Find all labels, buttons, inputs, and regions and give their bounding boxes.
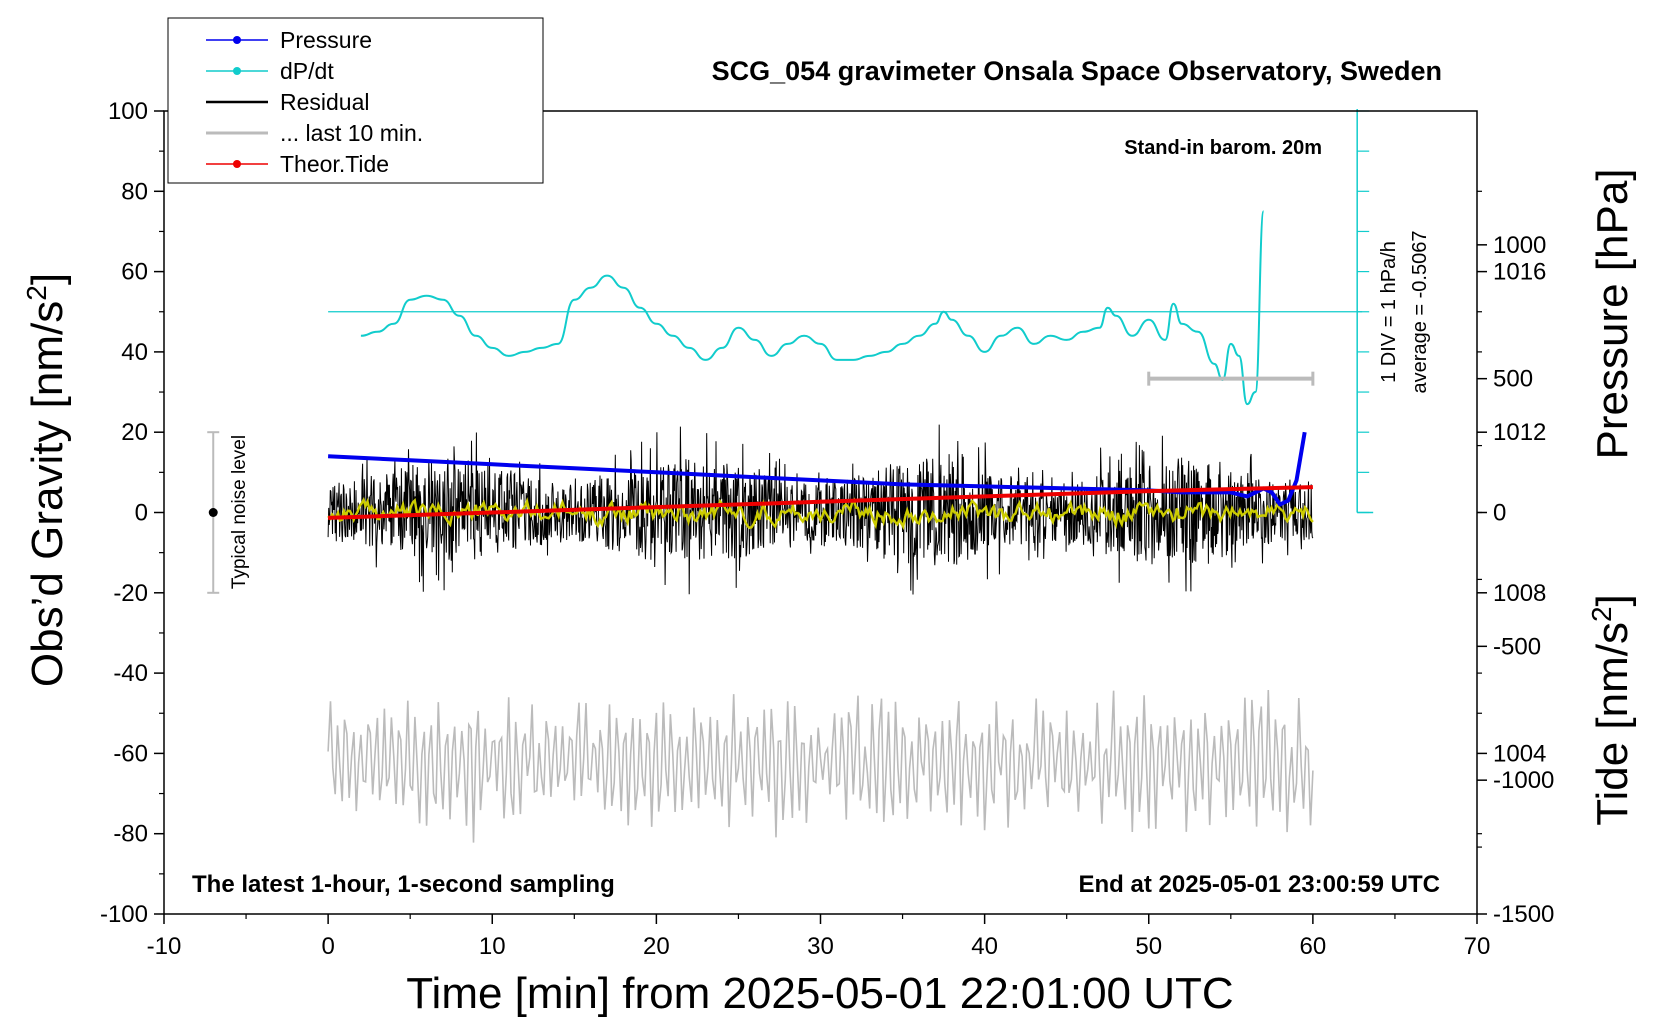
y-pressure-tick-label: 1012 xyxy=(1493,419,1546,446)
stand-in-label: Stand-in barom. 20m xyxy=(1124,137,1322,159)
y-left-tick-label: 60 xyxy=(121,259,148,286)
series-dpdt xyxy=(360,210,1265,406)
x-tick-label: 20 xyxy=(643,933,670,960)
bottom-right-annotation: End at 2025-05-01 23:00:59 UTC xyxy=(1079,871,1441,898)
x-tick-label: 60 xyxy=(1300,933,1327,960)
noise-bar-center xyxy=(208,508,218,517)
chart-title: SCG_054 gravimeter Onsala Space Observat… xyxy=(712,56,1442,86)
legend-marker xyxy=(233,67,241,75)
legend-marker xyxy=(233,160,241,168)
x-tick-label: 70 xyxy=(1464,933,1491,960)
y-left-tick-label: -60 xyxy=(113,740,148,767)
y-pressure-tick-label: 1016 xyxy=(1493,259,1546,286)
x-tick-label: 30 xyxy=(807,933,834,960)
legend-box xyxy=(167,17,544,184)
legend-label: dP/dt xyxy=(280,58,334,84)
plot-area xyxy=(207,109,1374,843)
y-pressure-tick-label: 1008 xyxy=(1493,580,1546,607)
y-left-tick-label: 20 xyxy=(121,419,148,446)
y-left-tick-label: 80 xyxy=(121,178,148,205)
noise-label: Typical noise level xyxy=(229,435,250,589)
x-tick-label: 50 xyxy=(1135,933,1162,960)
y-left-tick-label: -100 xyxy=(100,901,148,928)
average-label: average = -0.5067 xyxy=(1409,231,1431,394)
legend: Pressure dP/dt Residual ... last 10 min. The… xyxy=(167,17,544,184)
x-tick-label: 40 xyxy=(971,933,998,960)
y-axis-label-left: Obs’d Gravity [nm/s2] xyxy=(21,273,72,687)
y-tide-tick-label: 1000 xyxy=(1493,232,1546,259)
y-axis-label-pressure: Pressure [hPa] xyxy=(1588,168,1637,459)
y-left-tick-label: -20 xyxy=(113,580,148,607)
y-left-tick-label: -40 xyxy=(113,660,148,687)
y-left-tick-label: 0 xyxy=(135,500,148,527)
legend-label: Pressure xyxy=(280,27,372,53)
legend-label: ... last 10 min. xyxy=(280,120,423,146)
axes-layer: -10 0 10 20 30 40 50 60 70-100-80-60-40-20020406… xyxy=(100,98,1554,960)
y-tide-tick-label: -1500 xyxy=(1493,901,1554,928)
legend-marker xyxy=(233,36,241,44)
x-tick-label: 10 xyxy=(479,933,506,960)
legend-label: Theor.Tide xyxy=(280,151,389,177)
y-left-tick-label: 100 xyxy=(108,98,148,125)
legend-label: Residual xyxy=(280,89,370,115)
y-tide-tick-label: -500 xyxy=(1493,633,1541,660)
series-residual-smoothed xyxy=(327,497,1314,531)
x-tick-label: 0 xyxy=(321,933,334,960)
bottom-left-annotation: The latest 1-hour, 1-second sampling xyxy=(192,871,615,898)
x-tick-label: -10 xyxy=(147,933,182,960)
series-theor-tide xyxy=(328,485,1313,520)
series-last-10-min xyxy=(327,689,1314,843)
div-label: 1 DIV = 1 hPa/h xyxy=(1378,241,1400,383)
series-residual xyxy=(327,424,1314,595)
y-axis-label-tide: Tide [nm/s2] xyxy=(1586,594,1637,826)
y-left-tick-label: 40 xyxy=(121,339,148,366)
y-tide-tick-label: 0 xyxy=(1493,500,1506,527)
y-tide-tick-label: -1000 xyxy=(1493,767,1554,794)
y-left-tick-label: -80 xyxy=(113,821,148,848)
y-tide-tick-label: 500 xyxy=(1493,366,1533,393)
x-axis-label: Time [min] from 2025-05-01 22:01:00 UTC xyxy=(406,969,1233,1018)
y-pressure-tick-label: 1004 xyxy=(1493,740,1546,767)
